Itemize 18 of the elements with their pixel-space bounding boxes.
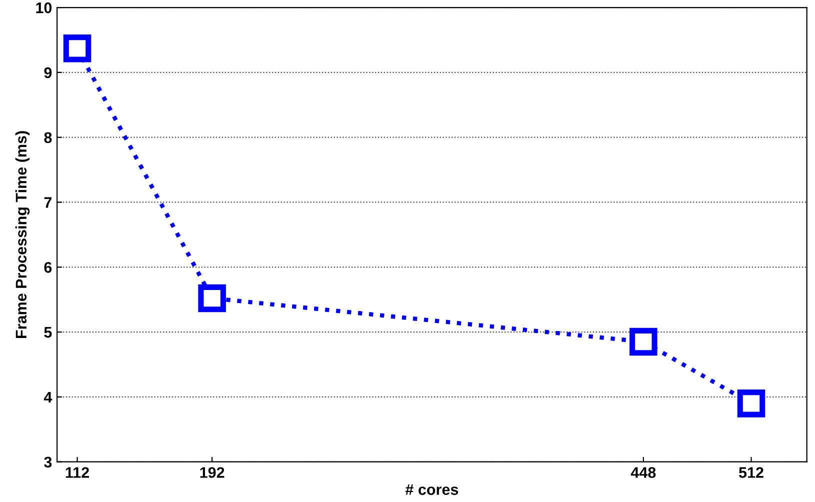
y-tick-label: 10 <box>36 2 52 14</box>
x-tick-label: 112 <box>66 467 89 478</box>
y-tick-label: 8 <box>44 132 52 144</box>
x-tick-label: 192 <box>200 467 224 478</box>
y-tick-label: 3 <box>44 456 52 468</box>
point <box>630 328 658 356</box>
y-tick-label: 9 <box>44 67 52 78</box>
y-axis-title: Frame Processing Time (ms) <box>15 131 30 338</box>
y-tick-label: 7 <box>44 197 52 208</box>
y-tick-label: 4 <box>44 392 52 402</box>
point <box>198 284 226 312</box>
y-tick-label: 5 <box>44 327 52 338</box>
x-axis-title: # cores <box>405 484 458 495</box>
point <box>737 390 766 418</box>
x-tick-label: 448 <box>630 467 656 478</box>
point <box>63 34 92 62</box>
x-tick-label: 512 <box>738 467 764 478</box>
y-tick-label: 6 <box>44 262 52 273</box>
